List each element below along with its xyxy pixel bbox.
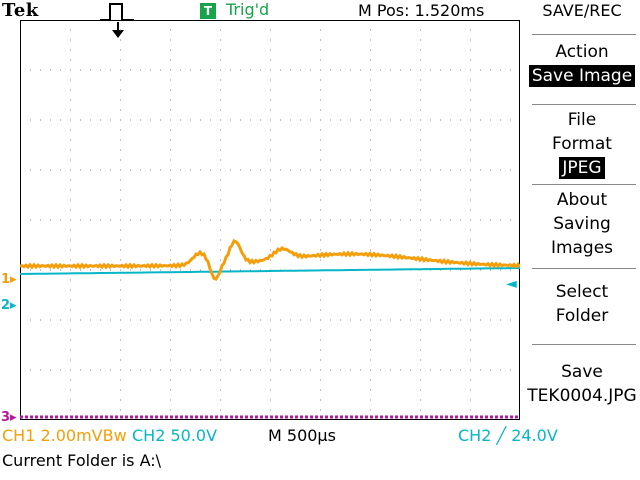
- menu-item-label: Images: [550, 238, 614, 258]
- trigger-badge: T: [200, 3, 216, 19]
- ch1-settings: CH1 2.00mVBw: [2, 426, 127, 445]
- ch2-waveform: [20, 267, 520, 275]
- menu-title: SAVE/REC: [542, 1, 622, 20]
- menu-item-label: Saving: [553, 214, 611, 234]
- menu-item-selected-value: Save Image: [528, 65, 636, 87]
- horizontal-position: M Pos: 1.520ms: [358, 1, 485, 20]
- graticule-grid: [20, 20, 520, 420]
- menu-divider: [532, 104, 636, 105]
- waveform-display: [20, 20, 520, 420]
- trigger-status: Trig'd: [226, 0, 270, 19]
- menu-item-about-saving-images[interactable]: About Saving Images: [524, 188, 640, 260]
- current-folder: Current Folder is A:\: [2, 451, 162, 470]
- ch2-ground-marker: 2▸: [1, 298, 17, 313]
- menu-divider: [532, 268, 636, 269]
- menu-item-file-format[interactable]: File Format JPEG: [524, 108, 640, 180]
- ch2-trigger-level-marker: ◄: [506, 276, 517, 292]
- ch3-ground-marker: 3▸: [1, 410, 17, 425]
- trigger-settings: CH2 ╱ 24.0V: [458, 426, 558, 445]
- menu-item-label: Save: [561, 362, 603, 382]
- menu-item-label: Select: [555, 282, 609, 302]
- menu-item-label: Format: [552, 134, 612, 154]
- menu-item-selected-value: JPEG: [559, 157, 605, 179]
- menu-item-select-folder[interactable]: Select Folder: [524, 280, 640, 328]
- menu-divider: [532, 34, 636, 35]
- graticule-dots: [20, 20, 520, 420]
- ch1-ground-marker: 1▸: [1, 272, 17, 287]
- menu-divider: [532, 184, 636, 185]
- brand-logo: Tek: [2, 0, 39, 21]
- menu-item-label: Folder: [555, 306, 609, 326]
- ch2-settings: CH2 50.0V: [132, 426, 218, 445]
- menu-item-label: TEK0004.JPG: [527, 386, 637, 406]
- timebase-readout: M 500µs: [268, 426, 336, 445]
- menu-item-label: File: [567, 110, 597, 130]
- menu-item-save[interactable]: Save TEK0004.JPG: [524, 360, 640, 408]
- menu-item-label: Action: [555, 42, 609, 62]
- menu-item-label: About: [556, 190, 608, 210]
- menu-divider: [532, 344, 636, 345]
- ch1-waveform: [20, 238, 520, 281]
- side-menu: SAVE/REC Action Save Image File Format J…: [524, 0, 640, 420]
- menu-item-action[interactable]: Action Save Image: [524, 40, 640, 88]
